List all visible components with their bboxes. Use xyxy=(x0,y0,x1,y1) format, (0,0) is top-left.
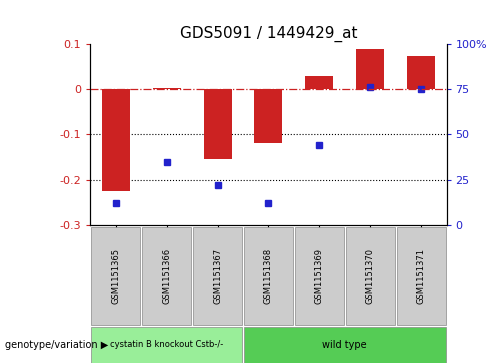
Bar xyxy=(193,227,242,325)
Text: GSM1151365: GSM1151365 xyxy=(111,248,120,304)
Bar xyxy=(153,87,181,89)
Bar xyxy=(244,227,293,325)
Text: GSM1151367: GSM1151367 xyxy=(213,248,222,304)
Bar xyxy=(397,227,446,325)
Bar xyxy=(203,89,231,159)
Bar xyxy=(356,49,384,89)
Bar xyxy=(407,56,435,89)
Title: GDS5091 / 1449429_at: GDS5091 / 1449429_at xyxy=(180,26,357,42)
Text: GSM1151368: GSM1151368 xyxy=(264,248,273,304)
Text: GSM1151370: GSM1151370 xyxy=(366,248,375,304)
Bar xyxy=(295,227,344,325)
Bar xyxy=(102,89,130,191)
Bar xyxy=(244,327,446,363)
Text: GSM1151366: GSM1151366 xyxy=(162,248,171,304)
Text: wild type: wild type xyxy=(323,340,367,350)
Bar xyxy=(142,227,191,325)
Text: GSM1151371: GSM1151371 xyxy=(417,248,426,304)
Bar xyxy=(91,327,242,363)
Text: genotype/variation ▶: genotype/variation ▶ xyxy=(5,340,108,350)
Bar xyxy=(346,227,395,325)
Bar xyxy=(305,76,333,89)
Bar xyxy=(254,89,283,143)
Text: GSM1151369: GSM1151369 xyxy=(315,248,324,304)
Text: cystatin B knockout Cstb-/-: cystatin B knockout Cstb-/- xyxy=(110,340,223,349)
Bar xyxy=(91,227,140,325)
